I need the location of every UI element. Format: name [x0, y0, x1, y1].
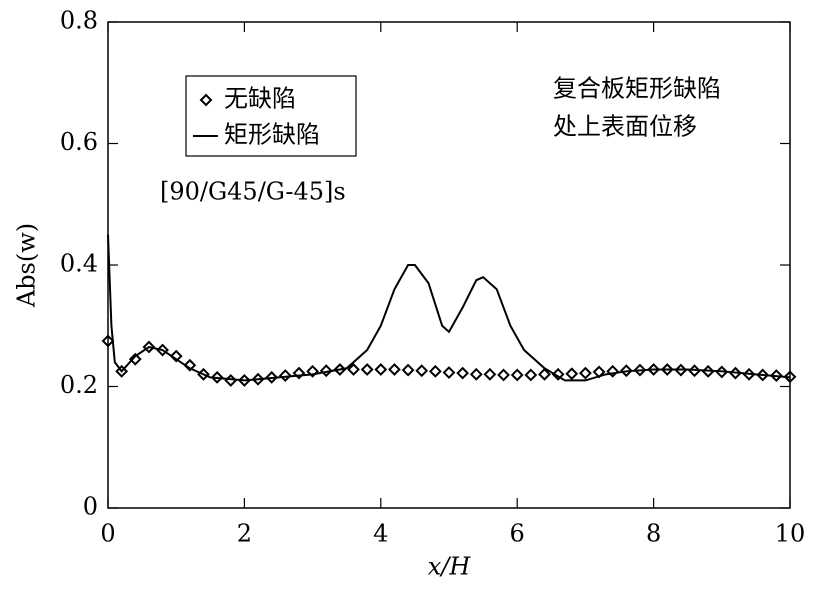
data-point [756, 368, 770, 382]
data-point [278, 369, 292, 382]
data-point [360, 363, 374, 376]
data-point [388, 363, 401, 376]
data-point [374, 363, 388, 376]
y-tick-label: 0.6 [60, 128, 98, 156]
data-point [306, 364, 320, 378]
legend-label: 无缺陷 [224, 85, 296, 113]
data-point [128, 352, 142, 366]
data-point [674, 363, 688, 377]
data-point [551, 367, 565, 381]
annotation: 处上表面位移 [553, 113, 697, 141]
x-tick-label: 8 [646, 520, 661, 548]
data-point [578, 366, 592, 380]
data-point [497, 368, 510, 382]
data-point [660, 363, 674, 376]
annotation: 复合板矩形缺陷 [553, 75, 721, 103]
x-tick-label: 10 [775, 520, 806, 548]
data-point [251, 372, 265, 386]
data-point [456, 366, 470, 380]
data-point [183, 358, 197, 372]
data-point [538, 367, 551, 381]
data-point [510, 368, 524, 382]
y-tick-label: 0.8 [60, 7, 98, 35]
data-point [347, 363, 360, 376]
annotation: [90/G45/G-45]s [160, 178, 346, 206]
y-tick-label: 0 [83, 493, 98, 521]
data-point [101, 334, 115, 348]
data-point [769, 369, 783, 382]
x-tick-label: 6 [510, 520, 525, 548]
x-tick-label: 4 [373, 520, 388, 548]
data-point [619, 364, 633, 378]
legend-label: 矩形缺陷 [224, 121, 320, 149]
data-point [483, 367, 497, 381]
data-point [606, 364, 620, 378]
data-point [115, 364, 129, 378]
data-point [319, 364, 333, 378]
data-point [783, 370, 797, 384]
data-point [415, 364, 429, 378]
data-point [292, 366, 306, 380]
data-point [401, 363, 415, 377]
data-point [647, 363, 661, 376]
data-point [442, 366, 456, 379]
data-point [633, 363, 647, 377]
y-tick-label: 0.2 [60, 371, 98, 399]
data-point [333, 363, 347, 376]
x-axis-label: x/H [428, 553, 472, 581]
data-point [142, 340, 156, 354]
x-tick-label: 2 [237, 520, 252, 548]
data-point [428, 364, 442, 378]
legend-marker [199, 93, 213, 107]
data-point [210, 370, 224, 384]
y-axis-label: Abs(w) [13, 223, 41, 308]
data-point [237, 374, 251, 387]
data-point [565, 367, 579, 381]
y-tick-label: 0.4 [60, 250, 98, 278]
data-point [265, 370, 279, 384]
data-line [107, 234, 791, 382]
data-point [469, 367, 483, 381]
data-point [524, 368, 538, 382]
x-tick-label: 0 [100, 520, 115, 548]
legend-box [185, 75, 357, 157]
data-point [169, 349, 183, 363]
